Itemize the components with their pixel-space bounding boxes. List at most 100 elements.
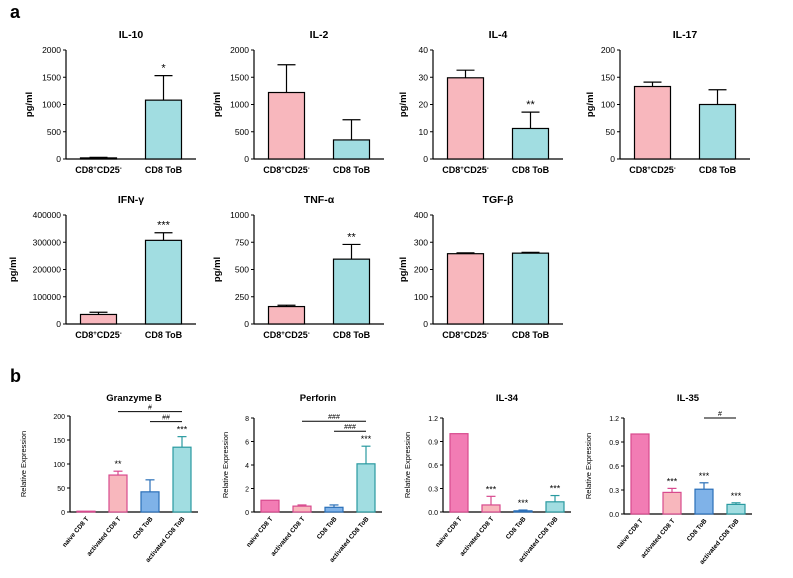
category-label: naive CD8 T xyxy=(245,516,274,549)
y-tick-label: 0 xyxy=(61,510,65,517)
y-tick-label: 10 xyxy=(419,127,429,137)
y-axis-label: Relative Expression xyxy=(584,433,593,499)
y-tick-label: 150 xyxy=(53,438,65,445)
y-tick-label: 0 xyxy=(56,154,61,164)
y-axis-label: pg/ml xyxy=(398,92,409,117)
y-tick-label: 0.0 xyxy=(428,510,438,517)
significance-label: ** xyxy=(114,459,122,469)
significance-label: *** xyxy=(486,484,497,494)
y-tick-label: 100 xyxy=(53,462,65,469)
y-tick-label: 2000 xyxy=(230,45,249,55)
comparison-label: ### xyxy=(344,424,356,431)
chart-il-10: IL-10 0 500 1000 1500 2000 pg/ml CD8+CD25- * CD8 … xyxy=(24,29,196,175)
bar xyxy=(108,474,128,513)
y-tick-label: 1500 xyxy=(230,72,249,82)
y-tick-label: 30 xyxy=(419,72,429,82)
bar xyxy=(267,91,306,160)
chart-il-17: IL-17 0 50 100 150 200 pg/ml CD8+CD25- CD8 ToB xyxy=(585,29,750,175)
chart-title: IL-2 xyxy=(310,29,329,41)
y-tick-label: 0.3 xyxy=(428,487,438,494)
bar xyxy=(140,491,160,513)
y-axis-label: Relative Expression xyxy=(19,431,28,497)
bar xyxy=(172,446,192,513)
y-tick-label: 0 xyxy=(244,319,249,329)
y-tick-label: 500 xyxy=(47,127,61,137)
y-tick-label: 1000 xyxy=(230,100,249,110)
bar xyxy=(260,499,280,513)
category-label: CD8+CD25- xyxy=(442,165,489,175)
category-label: CD8 ToB xyxy=(505,516,528,541)
category-label: CD8 ToB xyxy=(512,165,550,175)
category-label: CD8 ToB xyxy=(699,165,737,175)
y-tick-label: 500 xyxy=(235,265,249,275)
y-tick-label: 1500 xyxy=(42,72,61,82)
y-tick-label: 400 xyxy=(414,210,428,220)
significance-label: *** xyxy=(731,491,742,501)
bar xyxy=(144,239,183,325)
chart-title: IL-17 xyxy=(673,29,698,41)
chart-title: IFN-γ xyxy=(118,194,144,206)
y-tick-label: 0.0 xyxy=(609,512,619,519)
bar xyxy=(144,99,183,160)
y-tick-label: 1.2 xyxy=(609,416,619,423)
bar xyxy=(79,313,118,325)
category-label: activated CD8 T xyxy=(459,516,496,558)
comparison-label: ## xyxy=(162,415,170,422)
chart-title: TGF-β xyxy=(483,194,514,206)
chart-il-34: IL-34 0.0 0.3 0.6 0.9 1.2 Relative Expression n… xyxy=(403,393,571,564)
category-label: CD8+CD25- xyxy=(75,165,122,175)
bar xyxy=(630,433,650,515)
chart-title: Perforin xyxy=(300,393,337,404)
significance-label: * xyxy=(161,63,166,75)
y-tick-label: 0.9 xyxy=(609,440,619,447)
significance-label: *** xyxy=(699,471,710,481)
bar xyxy=(513,510,533,513)
chart-tgf: TGF-β 0 100 200 300 400 pg/ml CD8+CD25- CD8 ToB xyxy=(398,194,563,340)
y-tick-label: 300 xyxy=(414,237,428,247)
y-tick-label: 0.6 xyxy=(428,463,438,470)
y-tick-label: 40 xyxy=(419,45,429,55)
y-tick-label: 200 xyxy=(53,414,65,421)
y-tick-label: 200000 xyxy=(33,265,62,275)
category-label: activated CD8 T xyxy=(86,516,123,558)
category-label: CD8 ToB xyxy=(686,518,709,543)
y-tick-label: 20 xyxy=(419,100,429,110)
bar xyxy=(267,305,306,325)
bar xyxy=(446,253,485,325)
bar xyxy=(698,103,737,160)
y-tick-label: 2000 xyxy=(42,45,61,55)
chart-title: Granzyme B xyxy=(106,393,162,404)
y-tick-label: 1.2 xyxy=(428,416,438,423)
y-tick-label: 200 xyxy=(414,265,428,275)
y-axis-label: pg/ml xyxy=(212,257,223,282)
chart-tnf: TNF-α 0 250 500 750 1000 pg/ml CD8+CD25- ** CD8 T… xyxy=(212,194,384,340)
chart-perforin: Perforin 0 2 4 6 8 Relative Expression naive CD… xyxy=(221,393,382,564)
y-tick-label: 1000 xyxy=(42,100,61,110)
significance-label: ** xyxy=(347,231,356,243)
y-tick-label: 500 xyxy=(235,127,249,137)
significance-label: *** xyxy=(361,434,372,444)
chart-il-2: IL-2 0 500 1000 1500 2000 pg/ml CD8+CD25- CD8 To… xyxy=(212,29,384,175)
bar xyxy=(332,139,371,160)
category-label: naive CD8 T xyxy=(61,516,90,549)
category-label: CD8+CD25- xyxy=(442,330,489,340)
y-tick-label: 0 xyxy=(56,319,61,329)
chart-title: IL-35 xyxy=(677,393,700,404)
bar xyxy=(79,157,118,160)
bar xyxy=(356,463,376,513)
chart-title: IL-4 xyxy=(489,29,508,41)
significance-label: *** xyxy=(667,476,678,486)
chart-title: IL-34 xyxy=(496,393,519,404)
bar xyxy=(511,127,550,160)
bar xyxy=(449,433,469,513)
y-tick-label: 2 xyxy=(245,487,249,494)
category-label: activated CD8 T xyxy=(640,518,677,560)
y-tick-label: 6 xyxy=(245,440,249,447)
category-label: naive CD8 T xyxy=(615,518,644,551)
y-tick-label: 0 xyxy=(244,154,249,164)
panel-label-a: a xyxy=(10,2,21,22)
chart-title: TNF-α xyxy=(304,194,335,206)
chart-title: IL-10 xyxy=(119,29,144,41)
y-tick-label: 100 xyxy=(414,292,428,302)
category-label: CD8+CD25- xyxy=(263,165,310,175)
